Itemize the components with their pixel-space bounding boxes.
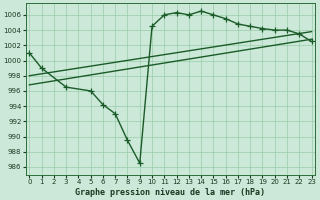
X-axis label: Graphe pression niveau de la mer (hPa): Graphe pression niveau de la mer (hPa)	[76, 188, 266, 197]
